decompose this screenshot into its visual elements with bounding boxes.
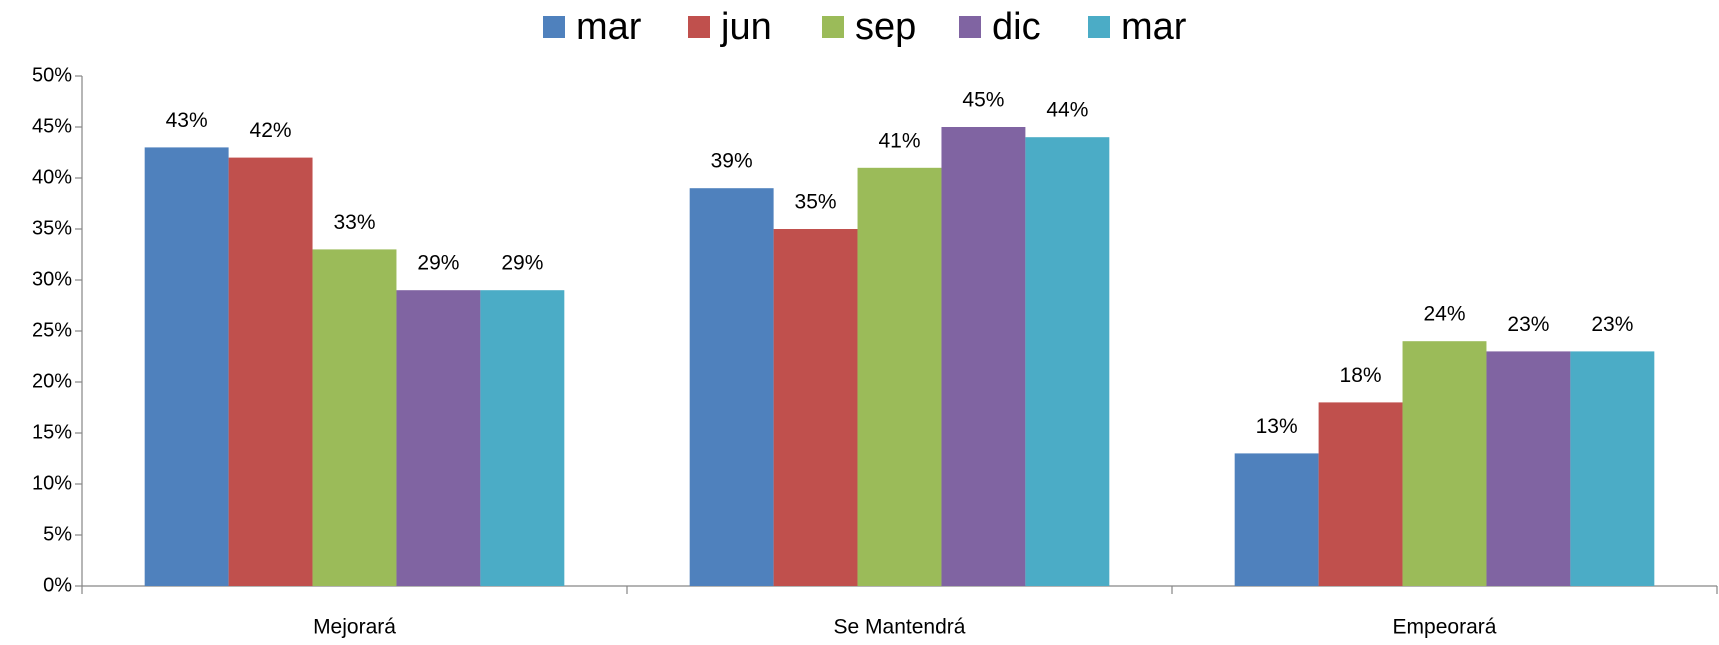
value-label: 13%: [1256, 415, 1298, 438]
bar: [228, 157, 313, 586]
value-label: 33%: [333, 211, 375, 234]
value-label: 24%: [1423, 303, 1465, 326]
value-label: 42%: [250, 119, 292, 142]
legend-label: jun: [720, 6, 772, 48]
bar: [857, 167, 942, 587]
value-label: 43%: [166, 109, 208, 132]
bar: [1402, 341, 1487, 586]
value-label: 29%: [417, 252, 459, 275]
x-tick-label: Se Mantendrá: [834, 616, 966, 639]
y-tick-label: 15%: [32, 421, 72, 443]
x-tick-label: Mejorará: [313, 616, 396, 639]
bar: [773, 229, 858, 586]
bar: [1570, 351, 1655, 586]
value-label: 44%: [1046, 99, 1088, 122]
bar: [941, 127, 1026, 586]
bar: [1234, 453, 1319, 586]
y-tick-label: 35%: [32, 217, 72, 239]
value-label: 39%: [711, 150, 753, 173]
bar: [1025, 137, 1110, 586]
bar: [1318, 402, 1403, 586]
value-label: 23%: [1507, 313, 1549, 336]
legend-label: mar: [1121, 6, 1187, 48]
legend-swatch: [1088, 16, 1110, 38]
value-label: 18%: [1340, 364, 1382, 387]
bar: [480, 290, 565, 586]
y-tick-label: 40%: [32, 166, 72, 188]
bar: [144, 147, 229, 586]
y-tick-label: 30%: [32, 268, 72, 290]
legend-swatch: [822, 16, 844, 38]
y-tick-label: 5%: [43, 523, 72, 545]
y-tick-label: 50%: [32, 64, 72, 86]
bar: [312, 249, 397, 586]
value-label: 41%: [878, 129, 920, 152]
legend-swatch: [959, 16, 981, 38]
legend-label: mar: [576, 6, 642, 48]
y-tick-label: 10%: [32, 472, 72, 494]
legend-label: sep: [855, 6, 916, 48]
bar: [689, 188, 774, 586]
x-tick-label: Empeorará: [1393, 616, 1497, 639]
legend-swatch: [543, 16, 565, 38]
y-tick-label: 45%: [32, 115, 72, 137]
value-label: 29%: [501, 252, 543, 275]
bar: [1486, 351, 1571, 586]
y-tick-label: 0%: [43, 574, 72, 596]
value-label: 35%: [795, 191, 837, 214]
bar: [396, 290, 481, 586]
y-tick-label: 20%: [32, 370, 72, 392]
legend-swatch: [688, 16, 710, 38]
value-label: 45%: [962, 89, 1004, 112]
y-tick-label: 25%: [32, 319, 72, 341]
legend-label: dic: [992, 6, 1041, 48]
value-label: 23%: [1591, 313, 1633, 336]
